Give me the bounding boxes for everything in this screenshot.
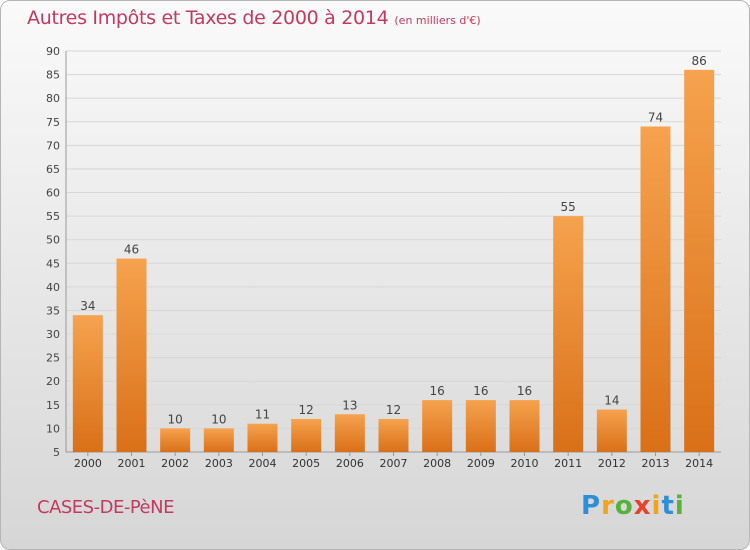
data-label: 46: [124, 243, 139, 257]
bar: [684, 69, 715, 452]
x-tick-label: 2000: [74, 457, 102, 470]
data-label: 16: [517, 384, 532, 398]
data-label: 86: [692, 54, 707, 68]
logo-letter: r: [601, 491, 615, 521]
logo-letter: t: [661, 491, 675, 521]
data-label: 12: [386, 403, 401, 417]
y-tick-label: 80: [46, 92, 60, 105]
plot-area: [66, 51, 721, 452]
y-tick-label: 30: [46, 328, 60, 341]
bar: [378, 418, 409, 452]
bar: [596, 409, 627, 452]
x-tick-label: 2005: [292, 457, 320, 470]
data-label: 11: [255, 408, 270, 422]
x-tick-label: 2006: [336, 457, 364, 470]
labels: 5 10 15 20 25 30 35 40 45 50 55 60 65 70 75 80 85 90 34 200…: [46, 45, 713, 470]
x-tick-label: 2011: [554, 457, 582, 470]
commune-name: CASES-DE-PèNE: [37, 497, 174, 518]
logo-letter: o: [614, 491, 634, 521]
data-label: 74: [648, 110, 663, 124]
bars: [72, 69, 715, 452]
x-tick-label: 2003: [205, 457, 233, 470]
grid-lines: [66, 50, 721, 453]
y-tick-label: 85: [46, 69, 60, 82]
x-tick-label: 2004: [249, 457, 277, 470]
bar: [247, 423, 278, 452]
bar: [640, 126, 671, 452]
bar: [553, 216, 584, 452]
x-tick-label: 2014: [685, 457, 713, 470]
x-tick-label: 2008: [423, 457, 451, 470]
x-tick-label: 2007: [380, 457, 408, 470]
x-tick-label: 2010: [511, 457, 539, 470]
data-label: 13: [342, 398, 357, 412]
bar: [160, 428, 191, 452]
y-tick-label: 25: [46, 352, 60, 365]
y-tick-label: 75: [46, 116, 60, 129]
x-tick-label: 2012: [598, 457, 626, 470]
y-tick-label: 40: [46, 281, 60, 294]
data-label: 10: [211, 412, 226, 426]
chart-title: Autres Impôts et Taxes de 2000 à 2014 (en…: [27, 7, 481, 29]
y-tick-label: 20: [46, 375, 60, 388]
bar: [334, 414, 365, 452]
bar: [72, 315, 103, 452]
chart-title-unit: (en milliers d'€): [394, 14, 481, 27]
y-tick-label: 65: [46, 163, 60, 176]
logo-letter: x: [633, 491, 652, 521]
logo-letter: i: [674, 491, 685, 521]
data-label: 16: [473, 384, 488, 398]
proxiti-logo: Proxiti: [581, 491, 685, 521]
data-label: 55: [561, 200, 576, 214]
y-tick-label: 35: [46, 304, 60, 317]
chart-title-text: Autres Impôts et Taxes de 2000 à 2014: [27, 7, 389, 29]
y-tick-label: 5: [53, 446, 60, 459]
bar: [422, 400, 453, 452]
data-label: 12: [299, 403, 314, 417]
y-tick-label: 45: [46, 257, 60, 270]
bar: [291, 418, 322, 452]
data-label: 16: [430, 384, 445, 398]
x-tick-label: 2013: [642, 457, 670, 470]
y-tick-label: 60: [46, 187, 60, 200]
bar: [116, 258, 147, 452]
logo-letter: i: [651, 491, 662, 521]
y-tick-label: 10: [46, 422, 60, 435]
logo-letter: P: [581, 491, 602, 521]
y-tick-label: 55: [46, 210, 60, 223]
bar: [203, 428, 234, 452]
bar: [509, 400, 540, 452]
data-label: 14: [604, 394, 619, 408]
y-tick-label: 90: [46, 45, 60, 58]
x-tick-label: 2001: [118, 457, 146, 470]
y-tick-label: 70: [46, 139, 60, 152]
x-tick-label: 2002: [161, 457, 189, 470]
y-tick-label: 50: [46, 234, 60, 247]
y-tick-label: 15: [46, 399, 60, 412]
x-tick-label: 2009: [467, 457, 495, 470]
data-label: 34: [80, 299, 95, 313]
data-label: 10: [168, 412, 183, 426]
axes: [65, 51, 721, 456]
bar: [465, 400, 496, 452]
